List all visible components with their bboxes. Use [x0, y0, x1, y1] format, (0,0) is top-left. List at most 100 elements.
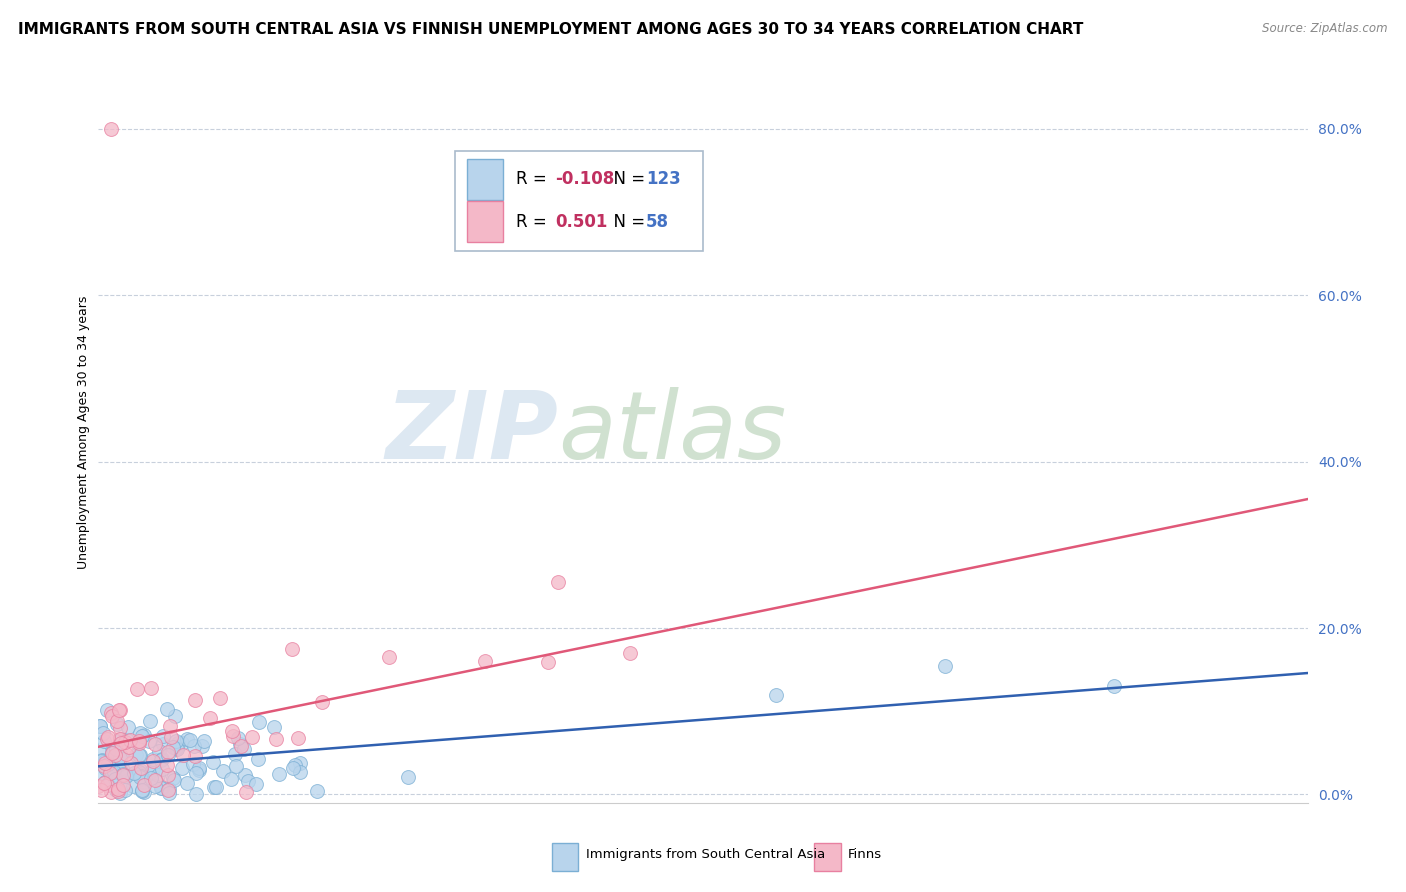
Point [193, 734, 215, 748]
Point [100, 764, 122, 778]
Text: N =: N = [603, 170, 650, 188]
Point [128, 766, 150, 780]
Point [156, 783, 179, 797]
Point [150, 762, 173, 776]
Point [108, 786, 131, 800]
Point [108, 703, 131, 717]
Point [100, 706, 122, 720]
Y-axis label: Unemployment Among Ages 30 to 34 years: Unemployment Among Ages 30 to 34 years [77, 296, 90, 569]
Point [111, 768, 134, 782]
Point [122, 779, 145, 793]
Text: -0.108: -0.108 [555, 170, 614, 188]
Point [162, 772, 184, 786]
Point [89, 746, 111, 760]
Point [93, 734, 115, 748]
Point [226, 731, 249, 745]
Point [128, 736, 150, 750]
Point [127, 681, 149, 696]
Point [129, 761, 152, 775]
FancyBboxPatch shape [456, 152, 703, 252]
Point [184, 766, 207, 780]
Point [104, 748, 127, 763]
Point [94, 756, 117, 770]
Point [114, 783, 136, 797]
Point [165, 734, 187, 748]
Point [94, 754, 117, 768]
Point [157, 786, 180, 800]
Point [156, 747, 179, 762]
Point [120, 756, 142, 770]
Point [184, 787, 207, 801]
Point [91, 725, 114, 739]
Point [89, 719, 111, 733]
Point [179, 733, 201, 747]
Point [93, 761, 115, 775]
Point [163, 709, 186, 723]
Text: atlas: atlas [558, 387, 786, 478]
Point [117, 720, 139, 734]
Point [138, 733, 160, 747]
Point [125, 765, 148, 780]
Point [377, 650, 399, 665]
Point [150, 753, 173, 767]
Point [246, 752, 269, 766]
Point [101, 742, 124, 756]
Point [129, 763, 152, 777]
Point [105, 717, 128, 731]
Point [100, 758, 122, 772]
Point [146, 768, 169, 782]
Point [97, 756, 120, 771]
Point [225, 759, 247, 773]
Point [105, 782, 128, 797]
Point [190, 739, 212, 753]
Point [221, 724, 243, 739]
Point [100, 747, 122, 761]
Point [152, 780, 174, 795]
Point [107, 781, 129, 796]
Point [131, 783, 153, 797]
Point [125, 736, 148, 750]
Point [281, 761, 304, 775]
Point [134, 775, 156, 789]
Point [219, 772, 242, 786]
Point [165, 741, 187, 756]
Point [90, 783, 112, 797]
Point [111, 761, 134, 775]
Point [115, 769, 138, 783]
Point [129, 770, 152, 784]
Text: R =: R = [516, 212, 551, 231]
Point [100, 785, 122, 799]
Point [269, 767, 291, 781]
Point [124, 747, 146, 762]
Point [240, 730, 263, 744]
Point [139, 771, 162, 785]
Point [110, 731, 132, 746]
Text: 0.501: 0.501 [555, 212, 607, 231]
Point [184, 693, 207, 707]
Point [1102, 679, 1125, 693]
Point [134, 785, 156, 799]
Point [156, 757, 179, 772]
Text: Source: ZipAtlas.com: Source: ZipAtlas.com [1263, 22, 1388, 36]
Point [619, 646, 641, 660]
Point [208, 691, 231, 706]
Point [247, 715, 270, 730]
Point [118, 740, 141, 755]
Point [112, 766, 135, 780]
Point [98, 760, 121, 774]
Point [128, 747, 150, 762]
Point [156, 702, 179, 716]
Point [287, 731, 309, 745]
Point [108, 751, 131, 765]
Point [98, 765, 121, 780]
Point [145, 737, 167, 751]
Point [143, 779, 166, 793]
Point [114, 734, 136, 748]
Point [396, 771, 419, 785]
Point [172, 747, 194, 762]
Text: IMMIGRANTS FROM SOUTH CENTRAL ASIA VS FINNISH UNEMPLOYMENT AMONG AGES 30 TO 34 Y: IMMIGRANTS FROM SOUTH CENTRAL ASIA VS FI… [18, 22, 1084, 37]
Point [150, 751, 173, 765]
Point [156, 745, 179, 759]
Point [131, 729, 153, 743]
Point [235, 784, 257, 798]
